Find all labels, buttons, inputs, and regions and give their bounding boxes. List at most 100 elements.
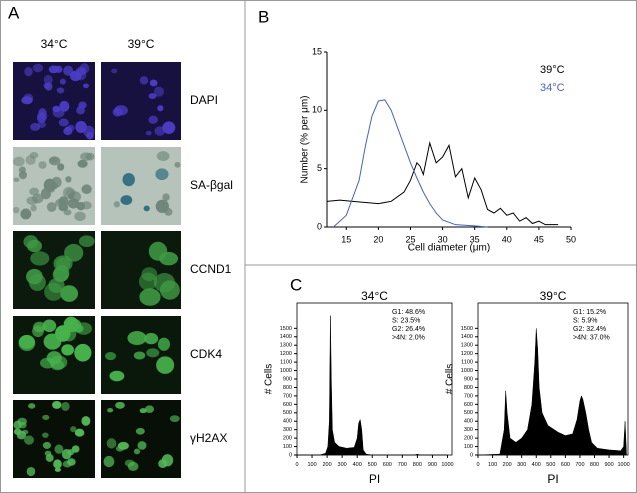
cell [146,348,160,358]
cell [153,86,165,97]
y-tick-label: 0 [470,452,473,458]
cell [113,201,121,208]
y-tick-label: 200 [464,436,473,442]
cell [26,466,36,477]
cell [65,176,72,183]
cell [42,432,49,438]
cell [53,459,62,469]
y-tick-label: 500 [283,410,292,416]
y-tick-label: 200 [283,436,292,442]
x-tick-label: 700 [575,462,584,468]
cell [159,251,179,266]
cell [148,115,159,124]
cell [169,415,180,423]
row-label: γH2AX [190,431,227,445]
cell [145,130,152,136]
cell [28,403,36,409]
cell [117,441,129,450]
x-axis-label: PI [369,472,380,486]
cell [58,118,69,127]
x-tick-label: 200 [503,462,512,468]
cell [63,209,72,216]
cell [162,193,170,201]
cell [21,96,33,105]
cell [105,351,117,361]
y-tick-label: 500 [464,410,473,416]
annotation: G2: 32.4% [573,326,606,333]
x-tick-label: 35 [470,234,480,244]
cell [32,325,44,338]
cell [20,209,32,220]
cell [36,111,48,121]
y-tick-label: 100 [464,444,473,450]
cell [106,438,117,449]
panel-a: 34°C 39°C DAPI SA-βgal CCND1 CDK4 γH2AX [13,37,233,478]
cell [74,211,86,222]
x-tick-label: 20 [373,234,383,244]
cell [161,454,174,467]
x-tick-label: 15 [341,234,351,244]
cell [29,187,39,196]
x-tick-label: 100 [307,462,316,468]
cell [56,87,65,94]
x-tick-label: 900 [428,462,437,468]
row-label: DAPI [190,93,218,107]
y-tick-label: 800 [464,385,473,391]
cell [79,63,90,74]
cell [135,427,145,435]
y-tick-label: 1400 [461,334,473,340]
cell [156,356,175,374]
x-tick-label: 30 [438,234,448,244]
cell [57,163,65,171]
histogram-area [297,315,448,456]
cell [70,426,77,433]
y-tick-label: 400 [283,419,292,425]
x-tick-label: 500 [546,462,555,468]
cell [111,68,118,74]
cell [74,428,85,437]
cell [58,203,69,212]
cell [156,151,170,162]
cell [26,196,38,205]
cell [154,126,166,136]
x-tick-label: 300 [517,462,526,468]
y-tick-label: 1300 [280,343,292,349]
cell [81,184,92,195]
cell [13,177,20,182]
cell [61,344,75,356]
cell [67,458,76,466]
cell [24,435,34,445]
x-tick-label: 1000 [441,462,453,468]
cell [78,101,87,109]
cell [23,235,39,249]
y-tick-label: 900 [283,376,292,382]
cell [133,351,146,360]
x-tick-label: 45 [534,234,544,244]
cell [54,444,64,454]
cell [109,370,125,382]
x-tick-label: 50 [566,234,576,244]
cell [13,156,25,167]
cell [53,401,61,409]
cell [139,408,147,414]
cell [127,331,147,345]
x-tick-label: 800 [413,462,422,468]
annotation: G1: 15.2% [573,309,606,316]
cell [21,429,29,435]
x-tick-label: 40 [502,234,512,244]
cell [81,416,91,426]
cell [144,405,155,414]
x-tick-label: 600 [383,462,392,468]
cell [74,343,92,362]
cell [124,459,135,467]
x-tick-label: 25 [405,234,415,244]
x-tick-label: 200 [323,462,332,468]
cell [50,360,65,371]
cell [76,201,86,211]
cell [141,267,158,282]
cell [44,282,63,301]
cell [144,333,159,345]
y-tick-label: 300 [283,427,292,433]
cell [78,235,95,248]
x-tick-label: 500 [368,462,377,468]
